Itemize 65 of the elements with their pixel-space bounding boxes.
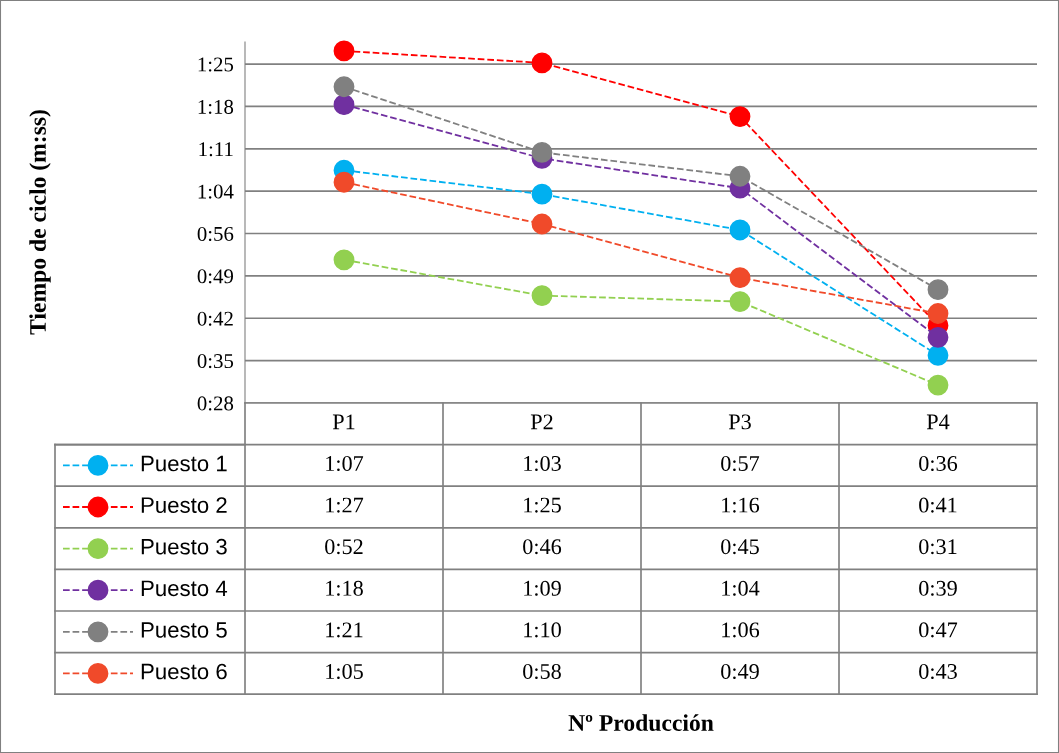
data-label: 0:39 — [919, 580, 957, 596]
data-label: 0:52 — [325, 539, 363, 555]
legend-label: Puesto 6 — [141, 663, 227, 680]
data-label: 1:27 — [326, 497, 364, 513]
point — [531, 183, 553, 205]
point — [531, 285, 553, 307]
legend-label: Puesto 4 — [141, 580, 228, 597]
data-label: 1:05 — [326, 663, 363, 680]
data-label: 1:18 — [326, 580, 363, 596]
point — [927, 326, 949, 348]
y-tick-label: 0:42 — [197, 311, 233, 326]
point — [333, 171, 355, 193]
point — [729, 106, 751, 128]
y-tick-label: 0:28 — [197, 396, 234, 411]
point — [927, 374, 949, 396]
x-tick-label: P2 — [530, 414, 553, 430]
data-label: 1:10 — [524, 622, 561, 638]
point — [333, 249, 355, 271]
data-label: 0:45 — [721, 539, 759, 555]
y-tick-label: 0:49 — [197, 269, 234, 284]
data-label: 1:21 — [326, 622, 363, 638]
data-label: 0:46 — [523, 539, 562, 555]
point — [729, 267, 751, 289]
point — [333, 94, 355, 116]
x-tick-label: P3 — [728, 414, 751, 430]
data-label: 0:41 — [919, 497, 957, 513]
data-label: 1:25 — [524, 497, 561, 513]
data-label: 1:16 — [722, 497, 760, 513]
y-tick-label: 0:56 — [197, 226, 234, 242]
y-tick-label: 1:25 — [198, 57, 234, 72]
point — [333, 76, 355, 98]
point — [927, 344, 949, 366]
data-label: 1:09 — [524, 580, 561, 596]
y-tick-label: 0:35 — [197, 354, 234, 369]
text: Tiempo de ciclo (m:ss) — [29, 110, 51, 335]
y-tick-label: 1:04 — [198, 184, 234, 199]
data-label: 1:07 — [326, 455, 364, 472]
y-tick-label: 1:11 — [199, 142, 233, 157]
data-label: 0:57 — [721, 455, 760, 472]
point — [927, 279, 949, 301]
point — [531, 213, 553, 235]
data-label: 0:43 — [919, 663, 957, 680]
point — [729, 219, 751, 241]
x-tick-label: P1 — [332, 414, 355, 430]
data-label: 0:49 — [721, 663, 759, 680]
text: Nº Producción — [568, 714, 714, 731]
data-label: 0:31 — [919, 539, 957, 555]
legend-label: Puesto 3 — [141, 538, 227, 555]
data-label: 1:04 — [722, 580, 760, 596]
point — [531, 52, 553, 74]
point — [729, 291, 751, 312]
point — [927, 303, 949, 324]
point — [729, 165, 751, 187]
data-label: 0:58 — [523, 663, 561, 680]
data-label: 0:36 — [919, 455, 958, 472]
legend-label: Puesto 1 — [141, 455, 227, 472]
data-label: 1:06 — [722, 622, 760, 638]
legend-label: Puesto 5 — [141, 622, 227, 638]
data-label: 0:47 — [919, 622, 958, 638]
x-tick-label: P4 — [926, 414, 950, 430]
point — [333, 40, 355, 62]
point — [531, 141, 553, 163]
data-label: 1:03 — [524, 455, 561, 472]
legend-label: Puesto 2 — [141, 497, 227, 513]
y-tick-label: 1:18 — [198, 99, 234, 114]
